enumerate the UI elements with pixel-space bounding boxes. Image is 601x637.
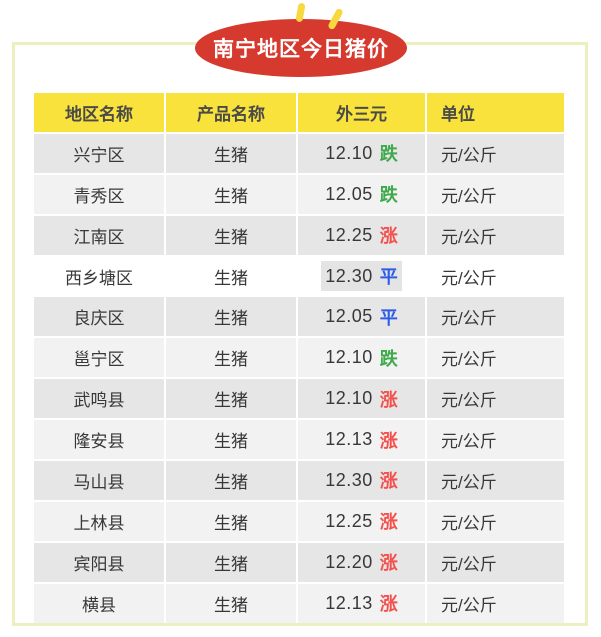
unit-cell: 元/公斤 (427, 297, 564, 337)
product-cell: 生猪 (166, 133, 296, 173)
price-cell: 12.25 涨 (298, 215, 425, 255)
unit-cell: 元/公斤 (427, 461, 564, 500)
price-group: 12.10 涨 (321, 384, 402, 414)
price-group: 12.20 涨 (321, 547, 402, 577)
price-cell: 12.13 涨 (298, 583, 425, 623)
price-group: 12.30 涨 (321, 465, 402, 495)
trend-down-badge: 跌 (379, 144, 398, 165)
unit-cell: 元/公斤 (427, 256, 564, 296)
trend-up-badge: 涨 (379, 226, 398, 247)
unit-cell: 元/公斤 (427, 133, 564, 173)
unit-cell: 元/公斤 (427, 583, 564, 623)
price-value: 12.13 (325, 429, 373, 450)
region-cell: 邕宁区 (34, 338, 164, 378)
price-cell: 12.10 跌 (298, 133, 425, 173)
unit-cell: 元/公斤 (427, 379, 564, 419)
product-cell: 生猪 (166, 379, 296, 419)
price-group: 12.25 涨 (321, 220, 402, 250)
trend-flat-badge: 平 (379, 307, 398, 328)
price-cell: 12.20 涨 (298, 542, 425, 582)
price-group: 12.25 涨 (321, 506, 402, 536)
price-cell: 12.25 涨 (298, 501, 425, 541)
trend-up-badge: 涨 (379, 471, 398, 492)
region-cell: 宾阳县 (34, 542, 164, 582)
unit-cell: 元/公斤 (427, 215, 564, 255)
unit-cell: 元/公斤 (427, 420, 564, 460)
trend-up-badge: 涨 (379, 553, 398, 574)
price-value: 12.05 (325, 183, 373, 204)
price-cell: 12.30 涨 (298, 461, 425, 500)
region-cell: 西乡塘区 (34, 256, 164, 296)
price-group: 12.10 跌 (321, 343, 402, 373)
trend-up-badge: 涨 (379, 594, 398, 615)
price-cell: 12.13 涨 (298, 420, 425, 460)
column-header-2: 外三元 (298, 93, 425, 132)
region-cell: 青秀区 (34, 174, 164, 214)
page-title: 南宁地区今日猪价 (213, 38, 389, 61)
price-cell: 12.10 涨 (298, 379, 425, 419)
price-group: 12.10 跌 (321, 138, 402, 168)
price-cell: 12.10 跌 (298, 338, 425, 378)
product-cell: 生猪 (166, 215, 296, 255)
column-header-1: 产品名称 (166, 93, 296, 132)
product-cell: 生猪 (166, 297, 296, 337)
price-value: 12.05 (325, 306, 373, 327)
price-value: 12.10 (325, 142, 373, 163)
product-cell: 生猪 (166, 542, 296, 582)
unit-cell: 元/公斤 (427, 338, 564, 378)
column-header-3: 单位 (427, 93, 564, 132)
trend-down-badge: 跌 (379, 185, 398, 206)
trend-up-badge: 涨 (379, 512, 398, 533)
price-value: 12.20 (325, 551, 373, 572)
region-cell: 江南区 (34, 215, 164, 255)
product-cell: 生猪 (166, 174, 296, 214)
region-cell: 兴宁区 (34, 133, 164, 173)
unit-cell: 元/公斤 (427, 542, 564, 582)
region-cell: 良庆区 (34, 297, 164, 337)
region-cell: 马山县 (34, 461, 164, 500)
price-value: 12.13 (325, 592, 373, 613)
price-group: 12.13 涨 (321, 588, 402, 618)
trend-up-badge: 涨 (379, 430, 398, 451)
trend-up-badge: 涨 (379, 389, 398, 410)
title-banner: 南宁地区今日猪价 (195, 19, 407, 77)
product-cell: 生猪 (166, 583, 296, 623)
price-value: 12.25 (325, 510, 373, 531)
region-cell: 横县 (34, 583, 164, 623)
region-cell: 武鸣县 (34, 379, 164, 419)
product-cell: 生猪 (166, 338, 296, 378)
product-cell: 生猪 (166, 461, 296, 500)
price-cell: 12.05 平 (298, 297, 425, 337)
price-value: 12.30 (325, 469, 373, 490)
unit-cell: 元/公斤 (427, 501, 564, 541)
price-group: 12.13 涨 (321, 425, 402, 455)
product-cell: 生猪 (166, 420, 296, 460)
unit-cell: 元/公斤 (427, 174, 564, 214)
trend-flat-badge: 平 (379, 267, 398, 287)
price-cell: 12.30 平 (298, 256, 425, 296)
price-cell: 12.05 跌 (298, 174, 425, 214)
price-value: 12.25 (325, 224, 373, 245)
column-header-0: 地区名称 (34, 93, 164, 132)
price-group: 12.05 跌 (321, 179, 402, 209)
price-value: 12.10 (325, 347, 373, 368)
region-cell: 隆安县 (34, 420, 164, 460)
trend-down-badge: 跌 (379, 348, 398, 369)
price-table: 地区名称 产品名称 外三元 单位 兴宁区 生猪 12.10 跌元/公斤 青秀区 生猪 12.05 跌元… (34, 93, 564, 623)
price-value: 12.30 (325, 265, 373, 286)
product-cell: 生猪 (166, 256, 296, 296)
region-cell: 上林县 (34, 501, 164, 541)
price-group: 12.05 平 (321, 302, 402, 332)
price-value: 12.10 (325, 388, 373, 409)
price-selection-highlight: 12.30 平 (321, 261, 402, 291)
product-cell: 生猪 (166, 501, 296, 541)
